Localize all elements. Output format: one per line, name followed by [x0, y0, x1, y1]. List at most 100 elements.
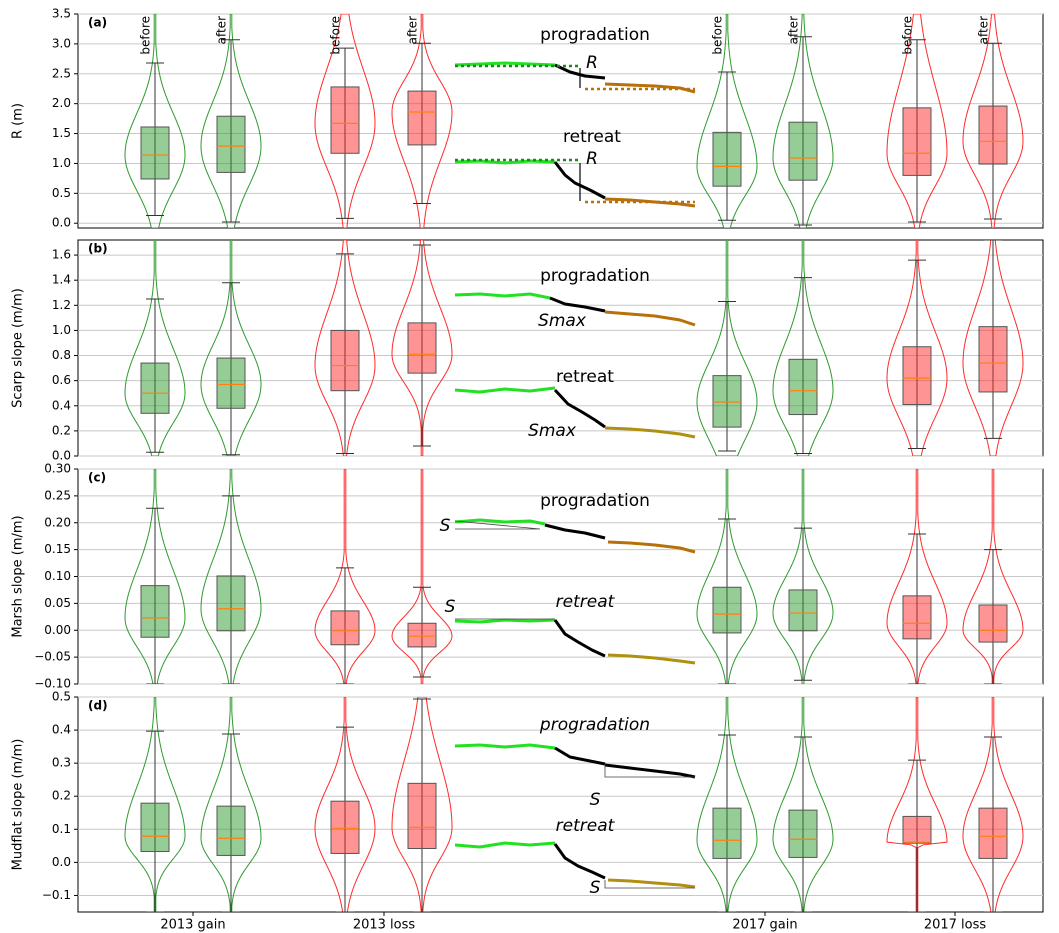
y-tick-label: 1.2	[52, 298, 71, 312]
y-tick-label: 0.5	[52, 690, 71, 704]
box	[789, 122, 817, 180]
box	[979, 605, 1007, 642]
insets	[455, 63, 695, 888]
box	[903, 816, 931, 843]
box	[713, 376, 741, 427]
box	[217, 806, 245, 855]
group-label: after	[787, 16, 801, 44]
y-tick-label: 0.8	[52, 348, 71, 362]
box	[789, 359, 817, 414]
box	[713, 132, 741, 186]
y-tick-label: 0.00	[44, 623, 71, 637]
group-label: before	[711, 16, 725, 55]
mudflat-profile	[608, 880, 695, 887]
plot-area	[125, 14, 1023, 228]
marsh-profile	[455, 843, 555, 847]
y-tick-label: 0.4	[52, 723, 71, 737]
annotation: S	[590, 878, 601, 898]
box	[141, 127, 169, 179]
y-tick-label: 0.6	[52, 373, 71, 387]
scarp-profile	[550, 298, 605, 311]
y-tick-label: 2.5	[52, 66, 71, 80]
group-label: after	[406, 16, 420, 44]
y-tick-label: 0.25	[44, 488, 71, 502]
figure: 0.00.51.01.52.02.53.03.5R (m)(a)beforeaf…	[0, 0, 1059, 933]
box	[979, 327, 1007, 392]
annotation: progradation	[540, 25, 650, 45]
box	[141, 803, 169, 851]
panel-label: (a)	[88, 16, 107, 30]
box	[408, 323, 436, 373]
y-tick-label: 0.15	[44, 542, 71, 556]
y-tick-label: 0.20	[44, 515, 71, 529]
annotation: progradation	[540, 491, 650, 511]
y-tick-label: 0.0	[52, 216, 71, 230]
y-tick-label: 2.0	[52, 96, 71, 110]
annotation: R	[586, 53, 598, 73]
box	[903, 108, 931, 176]
annotation: S	[590, 790, 601, 810]
box	[789, 590, 817, 631]
annotation: S	[445, 597, 456, 617]
y-axis-label: R (m)	[11, 103, 26, 139]
marsh-profile	[455, 745, 555, 748]
y-tick-label: −0.1	[42, 888, 71, 902]
x-tick-label: 2013 loss	[353, 918, 416, 933]
box	[331, 87, 359, 153]
scarp-profile	[545, 525, 605, 538]
y-tick-label: 0.2	[52, 789, 71, 803]
y-tick-label: 3.5	[52, 7, 71, 21]
x-tick-label: 2017 gain	[732, 918, 797, 933]
y-tick-label: 0.5	[52, 186, 71, 200]
annotation: S	[440, 516, 451, 536]
mudflat-profile	[605, 765, 695, 777]
group-label: after	[977, 16, 991, 44]
y-tick-label: −0.10	[34, 677, 71, 691]
scarp-profile	[555, 748, 605, 764]
annotation: progradation	[539, 715, 650, 735]
y-tick-label: 0.0	[52, 449, 71, 463]
box	[408, 783, 436, 848]
box	[979, 808, 1007, 858]
marsh-profile	[455, 161, 555, 163]
marsh-profile	[455, 388, 555, 392]
marsh-profile	[455, 63, 555, 65]
box	[713, 808, 741, 858]
panel-label: (d)	[88, 699, 108, 713]
group-label: before	[901, 16, 915, 55]
box	[408, 91, 436, 145]
annotation: retreat	[556, 816, 616, 836]
group-label: before	[139, 16, 153, 55]
box	[713, 587, 741, 633]
box	[903, 347, 931, 405]
box	[408, 623, 436, 647]
y-tick-label: 0.30	[44, 462, 71, 476]
y-tick-label: 1.5	[52, 126, 71, 140]
group-label: before	[329, 16, 343, 55]
mudflat-profile	[608, 655, 695, 663]
marsh-profile	[455, 620, 555, 622]
annotation: progradation	[540, 266, 650, 286]
box	[217, 576, 245, 631]
scarp-profile	[555, 620, 605, 656]
y-axis-label: Scarp slope (m/m)	[11, 288, 26, 408]
box	[217, 116, 245, 172]
box	[903, 596, 931, 639]
annotation: retreat	[563, 127, 621, 147]
annotation: Smax	[528, 421, 577, 441]
mudflat-profile	[605, 428, 695, 437]
y-tick-label: −0.05	[34, 650, 71, 664]
y-tick-label: 1.0	[52, 323, 71, 337]
y-tick-label: 0.4	[52, 398, 71, 412]
box	[141, 363, 169, 413]
panel-label: (b)	[88, 242, 108, 256]
x-tick-label: 2013 gain	[160, 918, 225, 933]
scarp-profile	[555, 844, 605, 878]
annotation: R	[586, 149, 598, 169]
y-tick-label: 0.05	[44, 596, 71, 610]
y-tick-label: 0.10	[44, 569, 71, 583]
annotation: retreat	[556, 367, 614, 387]
box	[331, 801, 359, 853]
y-axis-label: Mudflat slope (m/m)	[11, 739, 26, 871]
box	[141, 586, 169, 638]
